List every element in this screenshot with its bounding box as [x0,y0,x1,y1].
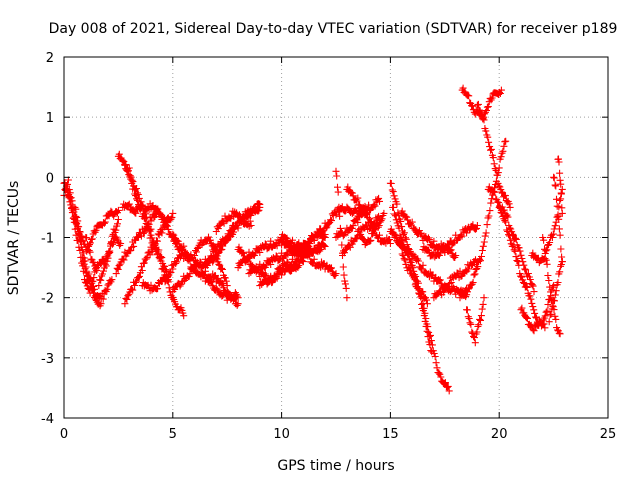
y-tick-label: -4 [41,412,54,427]
series-p29 [354,209,388,249]
series-p41 [484,183,538,296]
series-p36 [430,256,481,302]
series-p6 [95,216,122,290]
plus-markers [343,183,394,247]
series-p37 [456,137,510,302]
y-tick-label: -3 [41,352,54,367]
x-tick-label: 20 [491,427,508,442]
plus-markers [430,256,481,302]
series-p28 [343,183,394,247]
y-tick-labels: -4 -3 -2 -1 0 1 2 [41,51,54,427]
plus-markers [473,100,514,211]
x-tick-label: 25 [600,427,617,442]
x-tick-label: 10 [273,427,290,442]
plus-markers [550,173,566,266]
plus-markers [517,282,558,335]
series-p47 [545,258,566,326]
x-tick-label: 5 [169,427,177,442]
plus-markers [354,209,388,249]
plus-markers [554,155,566,217]
series-p10 [112,208,164,278]
series-p38 [463,294,488,347]
x-tick-label: 15 [382,427,399,442]
plus-markers [95,216,122,290]
series-p48 [554,155,566,217]
x-tick-labels: 0 5 10 15 20 25 [60,427,616,442]
plus-markers [463,294,488,347]
series-p33 [397,207,460,261]
series-p35 [419,221,481,261]
plus-markers [397,207,460,261]
plus-markers [138,251,185,295]
series-p42 [495,203,549,332]
plus-markers [391,232,431,308]
plus-markers [112,208,164,278]
chart-title: Day 008 of 2021, Sidereal Day-to-day VTE… [49,21,618,37]
y-axis-label: SDTVAR / TECUs [6,181,22,296]
x-tick-label: 0 [60,427,68,442]
series-p46 [550,173,566,266]
series-p43 [517,282,558,335]
series-p4 [71,203,116,303]
series-p34 [391,232,431,308]
plus-markers [456,137,510,302]
series-p12 [138,251,185,295]
x-axis-label: GPS time / hours [277,458,394,474]
data-points [60,84,566,395]
plus-markers [71,203,116,303]
plus-markers [528,185,566,267]
series-p18 [212,207,255,235]
axis-ticks [63,56,609,419]
plus-markers [278,231,340,279]
plus-markers [419,221,481,261]
plus-markers [545,258,566,326]
y-tick-label: -2 [41,292,54,307]
series-p44 [528,185,566,267]
series-p23 [278,231,340,279]
y-tick-label: 1 [46,111,54,126]
plus-markers [212,207,255,235]
y-tick-label: 2 [46,51,54,66]
y-tick-label: 0 [46,171,54,186]
series-p40 [473,100,514,211]
plus-markers [484,183,538,296]
y-tick-label: -1 [41,232,54,247]
plus-markers [495,203,549,332]
